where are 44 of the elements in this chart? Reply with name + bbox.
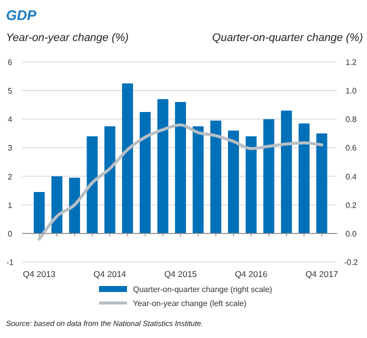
y2-tick-label: 0.4 <box>345 172 358 182</box>
y-tick-label: 1 <box>8 200 13 210</box>
bar <box>246 136 257 234</box>
y-axis-title: Year-on-year change (%) <box>6 32 130 44</box>
bar <box>157 99 168 234</box>
legend-label: Year-on-year change (left scale) <box>133 299 247 308</box>
y2-axis-title: Quarter-on-quarter change (%) <box>212 32 364 44</box>
bar <box>263 119 274 234</box>
x-tick-label: Q4 2017 <box>305 269 338 279</box>
y-tick-label: -1 <box>6 258 14 267</box>
line-series <box>38 123 324 241</box>
bar <box>316 133 328 234</box>
bar <box>192 126 204 234</box>
y2-tick-label: 0.2 <box>345 200 358 210</box>
bar <box>104 126 116 234</box>
x-tick-label: Q4 2013 <box>22 269 56 279</box>
bar <box>34 192 45 234</box>
y-tick-label: 2 <box>8 172 13 182</box>
y2-tick-label: -0.2 <box>344 258 358 267</box>
y2-tick-label: 0.0 <box>345 229 358 238</box>
y-tick-label: 5 <box>8 86 13 96</box>
y2-tick-label: 0.8 <box>345 115 358 124</box>
y-tick-label: 6 <box>8 58 13 67</box>
y-tick-label: 3 <box>8 144 13 153</box>
x-tick-label: Q4 2015 <box>164 269 198 279</box>
bar <box>280 110 292 234</box>
y-tick-label: 0 <box>8 229 13 238</box>
bar <box>86 136 98 234</box>
bar <box>298 123 310 234</box>
x-tick-label: Q4 2016 <box>234 269 268 279</box>
chart-title: GDP <box>6 7 37 23</box>
bar <box>51 176 62 234</box>
bar <box>175 102 186 234</box>
bar <box>210 120 222 234</box>
bar <box>228 130 239 234</box>
y2-tick-label: 0.6 <box>345 144 358 153</box>
bar <box>140 112 151 234</box>
y-tick-label: 4 <box>8 115 13 124</box>
y2-tick-label: 1.0 <box>345 86 358 96</box>
x-tick-label: Q4 2014 <box>94 269 126 279</box>
bar <box>69 178 80 234</box>
legend-label: Quarter-on-quarter change (right scale) <box>133 285 273 294</box>
y2-tick-label: 1.2 <box>345 58 358 67</box>
bar <box>122 83 133 234</box>
